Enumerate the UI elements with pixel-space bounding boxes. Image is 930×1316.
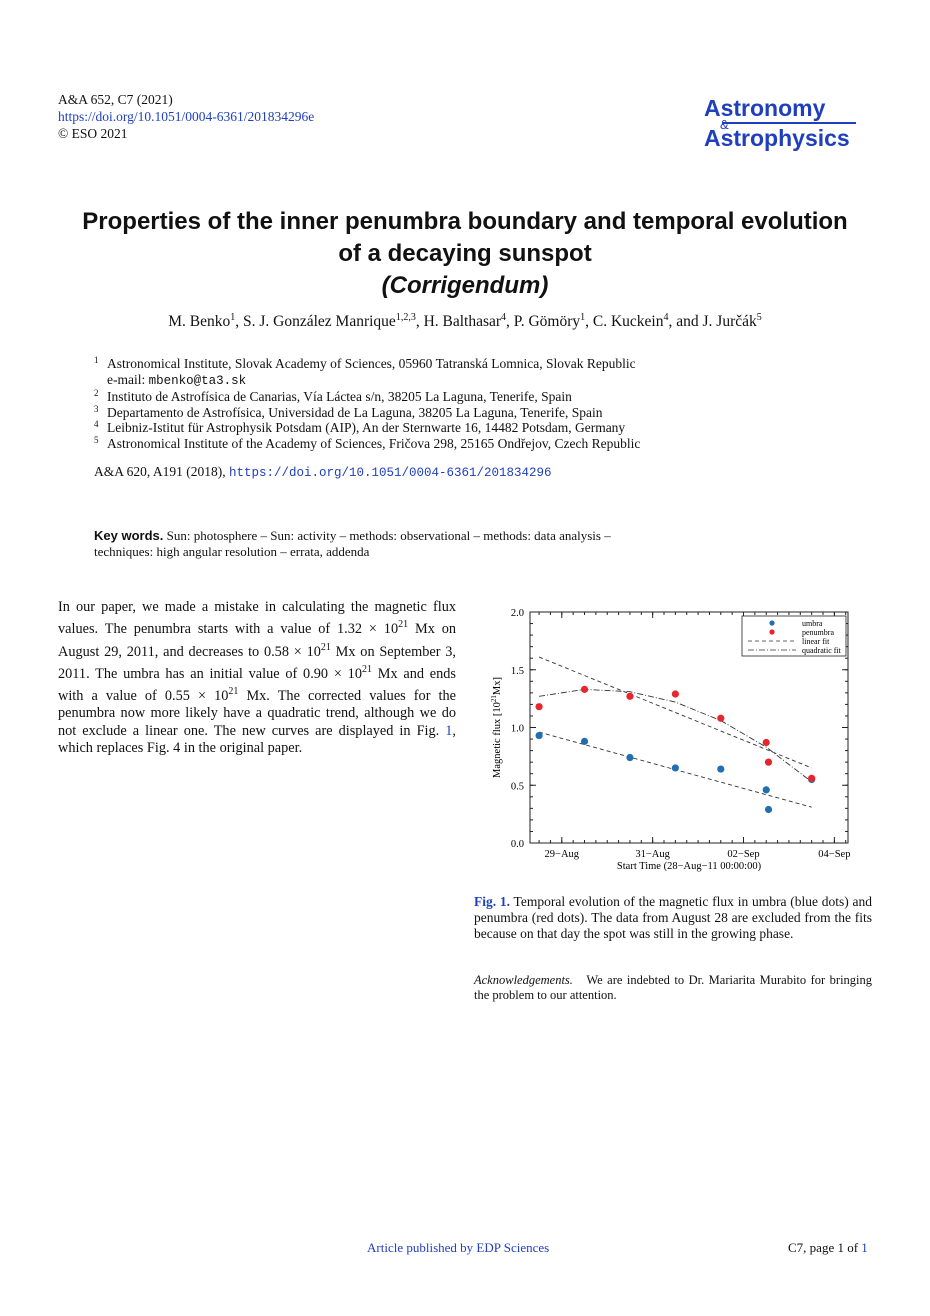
author: P. Gömöry <box>513 313 581 331</box>
penumbra-point <box>808 774 816 782</box>
paper-title: Properties of the inner penumbra boundar… <box>40 206 890 302</box>
acknowledgements: Acknowledgements. We are indebted to Dr.… <box>474 973 872 1003</box>
figure-caption: Fig. 1. Temporal evolution of the magnet… <box>474 894 873 941</box>
y-tick-label: 2.0 <box>511 608 524 619</box>
journal-logo[interactable]: Astronomy & Astrophysics <box>704 95 876 151</box>
email-link[interactable]: mbenko@ta3.sk <box>148 373 247 388</box>
keywords: Key words. Sun: photosphere – Sun: activ… <box>94 528 654 560</box>
affiliation: 4 Leibniz-Istitut für Astrophysik Potsdam… <box>94 419 626 436</box>
publisher-link[interactable]: Article published by EDP Sciences <box>367 1240 550 1255</box>
author: C. Kuckein <box>592 313 664 331</box>
body-paragraph: In our paper, we made a mistake in calcu… <box>58 599 457 756</box>
x-tick-label: 31−Aug <box>635 849 670 860</box>
umbra-point <box>762 786 770 794</box>
umbra-point <box>764 805 773 814</box>
penumbra-point <box>762 738 770 747</box>
figure-ref-link[interactable]: 1 <box>445 722 453 739</box>
copyright: © ESO 2021 <box>58 126 128 141</box>
y-axis-label: Magnetic flux [1021Mx] <box>490 677 503 778</box>
penumbra-point <box>580 685 589 693</box>
legend-label: linear fit <box>802 637 830 646</box>
affiliations: 1 Astronomical Institute, Slovak Academy … <box>94 355 641 452</box>
y-tick-label: 0.5 <box>511 781 524 792</box>
keywords-text: Sun: photosphere – Sun: activity – metho… <box>94 528 611 559</box>
logo-ampersand: & <box>720 117 729 132</box>
journal-ref: A&A 652, C7 (2021) <box>58 92 173 107</box>
page-number: C7, page 1 of 1 <box>788 1240 868 1255</box>
ack-text: We are indebted to Dr. Mariarita Murabit… <box>474 973 873 1002</box>
y-tick-label: 0.0 <box>511 839 524 850</box>
x-axis-label: Start Time (28−Aug−11 00:00:00) <box>617 861 762 872</box>
title-line-1: Properties of the inner penumbra boundar… <box>82 208 848 235</box>
legend-box <box>741 615 847 657</box>
affiliation: 1 Astronomical Institute, Slovak Academy … <box>94 355 636 371</box>
affiliation-email: e-mail: mbenko@ta3.sk <box>107 371 247 388</box>
penumbra-point <box>717 714 725 722</box>
umbra-point <box>580 737 589 745</box>
doi-link[interactable]: https://doi.org/10.1051/0004-6361/201834… <box>58 109 315 124</box>
linear-fit-line <box>538 656 812 769</box>
affiliation: 2 Instituto de Astrofísica de Canarias, V… <box>94 388 572 405</box>
page-total-link[interactable]: 1 <box>861 1240 868 1255</box>
affiliation: 3 Departamento de Astrofísica, Universida… <box>94 403 603 420</box>
legend-label: umbra <box>802 619 823 628</box>
journal-header: A&A 652, C7 (2021) https://doi.org/10.10… <box>58 91 314 142</box>
legend-label: penumbra <box>802 628 834 637</box>
umbra-point <box>671 764 679 772</box>
logo-astrophysics: Astrophysics <box>704 125 850 151</box>
logo-astronomy: Astronomy <box>704 95 826 121</box>
caption-label[interactable]: Fig. 1. <box>474 894 511 909</box>
umbra-point <box>717 765 725 773</box>
author: H. Balthasar <box>423 313 502 331</box>
y-tick-label: 1.0 <box>511 724 524 735</box>
umbra-point <box>535 731 543 740</box>
umbra-point <box>626 753 634 762</box>
y-tick-label: 1.5 <box>511 666 524 677</box>
x-tick-label: 29−Aug <box>545 849 580 860</box>
affiliation: 5 Astronomical Institute of the Academy o… <box>94 434 641 451</box>
author: J. Jurčák <box>702 313 757 331</box>
author-list: M. Benko1, S. J. González Manrique1,2,3,… <box>168 312 762 331</box>
x-tick-label: 04−Sep <box>818 849 850 860</box>
penumbra-point <box>535 703 543 711</box>
penumbra-point <box>764 758 773 766</box>
legend-marker <box>769 620 775 626</box>
original-article-ref: A&A 620, A191 (2018), https://doi.org/10… <box>94 464 552 480</box>
title-subtitle: (Corrigendum) <box>381 272 549 299</box>
legend-marker <box>769 629 775 635</box>
penumbra-point <box>671 690 679 698</box>
penumbra-point <box>626 692 634 700</box>
author: S. J. González Manrique <box>243 313 396 331</box>
flux-chart: 0.0 0.5 1.0 1.5 2.0 29−Aug 31−Aug 02−Sep 04−Sep S… <box>490 608 850 872</box>
legend-label: quadratic fit <box>802 646 842 655</box>
title-line-2: of a decaying sunspot <box>338 240 592 267</box>
x-tick-label: 02−Sep <box>727 849 759 860</box>
author: M. Benko <box>168 313 231 331</box>
logo-rule <box>722 122 856 124</box>
original-doi-link[interactable]: https://doi.org/10.1051/0004-6361/201834… <box>229 466 552 480</box>
ack-label: Acknowledgements. <box>474 973 573 987</box>
keywords-label: Key words. <box>94 528 164 543</box>
